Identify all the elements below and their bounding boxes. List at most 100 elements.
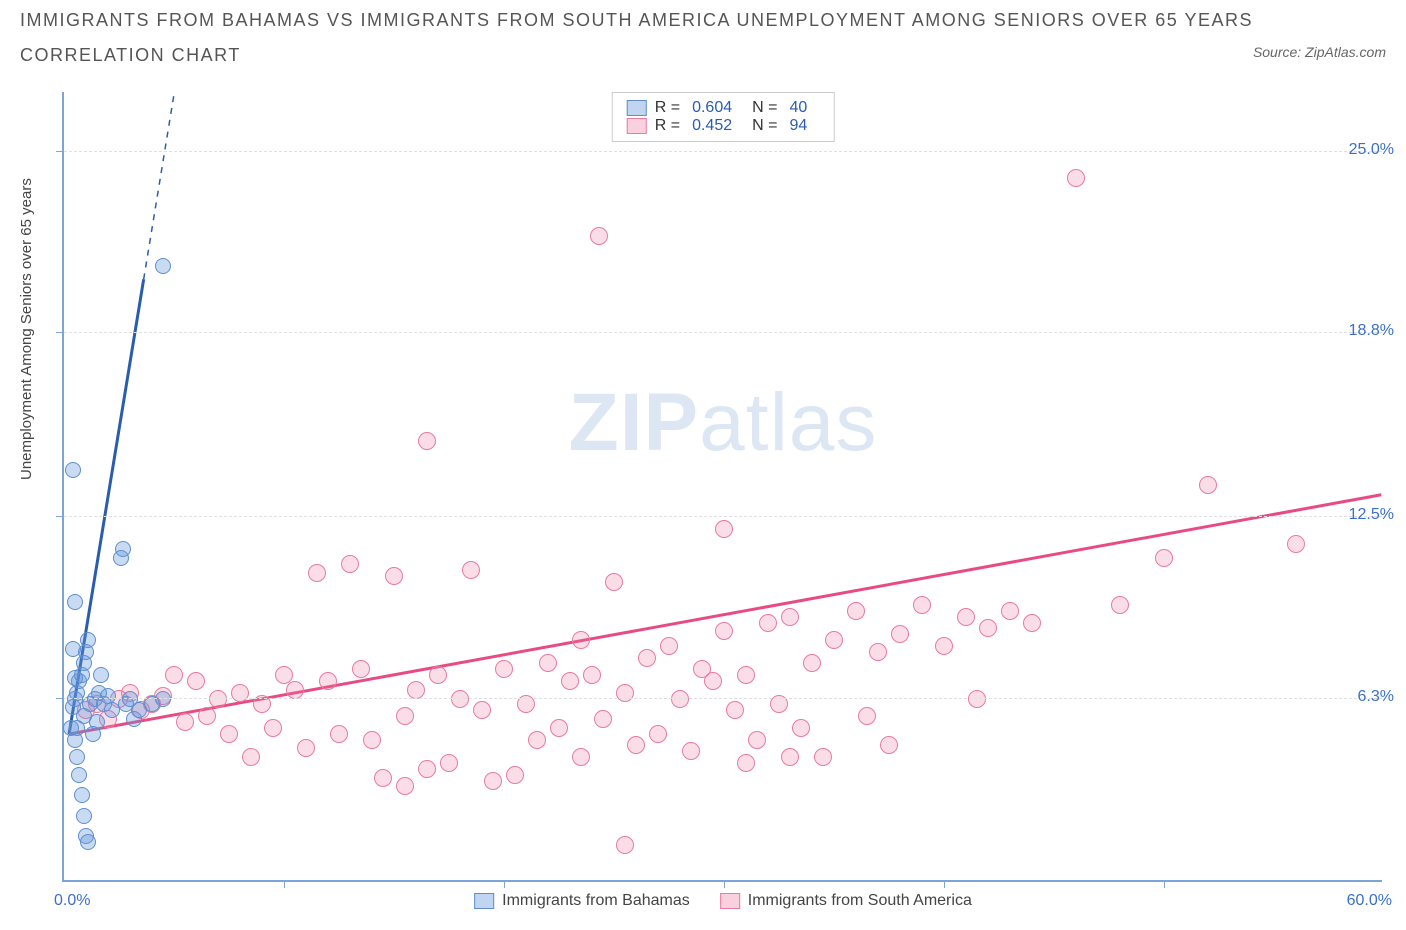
data-point [616,836,634,854]
data-point [605,573,623,591]
data-point [74,787,90,803]
data-point [396,707,414,725]
data-point [935,637,953,655]
stats-legend: R = 0.604 N = 40 R = 0.452 N = 94 [612,92,835,142]
data-point [319,672,337,690]
data-point [71,767,87,783]
data-point [638,649,656,667]
data-point [67,594,83,610]
data-point [264,719,282,737]
data-point [65,462,81,478]
data-point [572,631,590,649]
x-min-label: 0.0% [54,892,90,910]
r-value-blue: 0.604 [692,99,732,117]
data-point [198,707,216,725]
y-tick-label: 12.5% [1334,506,1394,524]
x-max-label: 60.0% [1347,892,1392,910]
n-label: N = [752,117,777,135]
data-point [590,227,608,245]
data-point [1199,476,1217,494]
data-point [363,731,381,749]
data-point [803,654,821,672]
data-point [297,739,315,757]
data-point [473,701,491,719]
data-point [715,622,733,640]
data-point [1023,614,1041,632]
data-point [69,749,85,765]
source-attribution: Source: ZipAtlas.com [1253,44,1386,60]
data-point [1155,549,1173,567]
data-point [682,742,700,760]
data-point [67,670,83,686]
data-point [231,684,249,702]
data-point [781,608,799,626]
n-value-blue: 40 [789,99,807,117]
data-point [308,564,326,582]
data-point [957,608,975,626]
n-label: N = [752,99,777,117]
data-point [1067,169,1085,187]
data-point [80,632,96,648]
data-point [165,666,183,684]
plot-area [64,92,1382,880]
data-point [462,561,480,579]
data-point [704,672,722,690]
r-value-pink: 0.452 [692,117,732,135]
data-point [65,641,81,657]
data-point [880,736,898,754]
y-tick-label: 6.3% [1334,688,1394,706]
data-point [1287,535,1305,553]
data-point [726,701,744,719]
data-point [1001,602,1019,620]
data-point [594,710,612,728]
r-label: R = [655,117,680,135]
data-point [759,614,777,632]
chart-title-line1: IMMIGRANTS FROM BAHAMAS VS IMMIGRANTS FR… [20,10,1386,31]
data-point [979,619,997,637]
data-point [528,731,546,749]
data-point [80,834,96,850]
data-point [69,720,85,736]
data-point [649,725,667,743]
chart-title-line2: CORRELATION CHART [20,45,1386,66]
data-point [418,432,436,450]
data-point [440,754,458,772]
swatch-pink [720,893,740,909]
data-point [891,625,909,643]
data-point [825,631,843,649]
data-point [792,719,810,737]
data-point [1111,596,1129,614]
data-point [715,520,733,538]
x-legend: Immigrants from Bahamas Immigrants from … [474,892,972,910]
data-point [495,660,513,678]
data-point [913,596,931,614]
data-point [176,713,194,731]
data-point [737,666,755,684]
data-point [748,731,766,749]
data-point [583,666,601,684]
data-point [858,707,876,725]
y-tick-label: 18.8% [1334,322,1394,340]
swatch-pink [627,118,647,134]
data-point [76,808,92,824]
data-point [115,541,131,557]
data-point [220,725,238,743]
swatch-blue [627,100,647,116]
data-point [847,602,865,620]
data-point [352,660,370,678]
data-point [93,667,109,683]
series2-name: Immigrants from South America [748,892,972,910]
data-point [506,766,524,784]
data-point [616,684,634,702]
data-point [100,688,116,704]
data-point [561,672,579,690]
data-point [407,681,425,699]
n-value-pink: 94 [789,117,807,135]
data-point [814,748,832,766]
swatch-blue [474,893,494,909]
y-tick-label: 25.0% [1334,141,1394,159]
data-point [187,672,205,690]
scatter-chart: ZIPatlas R = 0.604 N = 40 R = 0.452 N = … [62,92,1382,882]
data-point [374,769,392,787]
data-point [429,666,447,684]
